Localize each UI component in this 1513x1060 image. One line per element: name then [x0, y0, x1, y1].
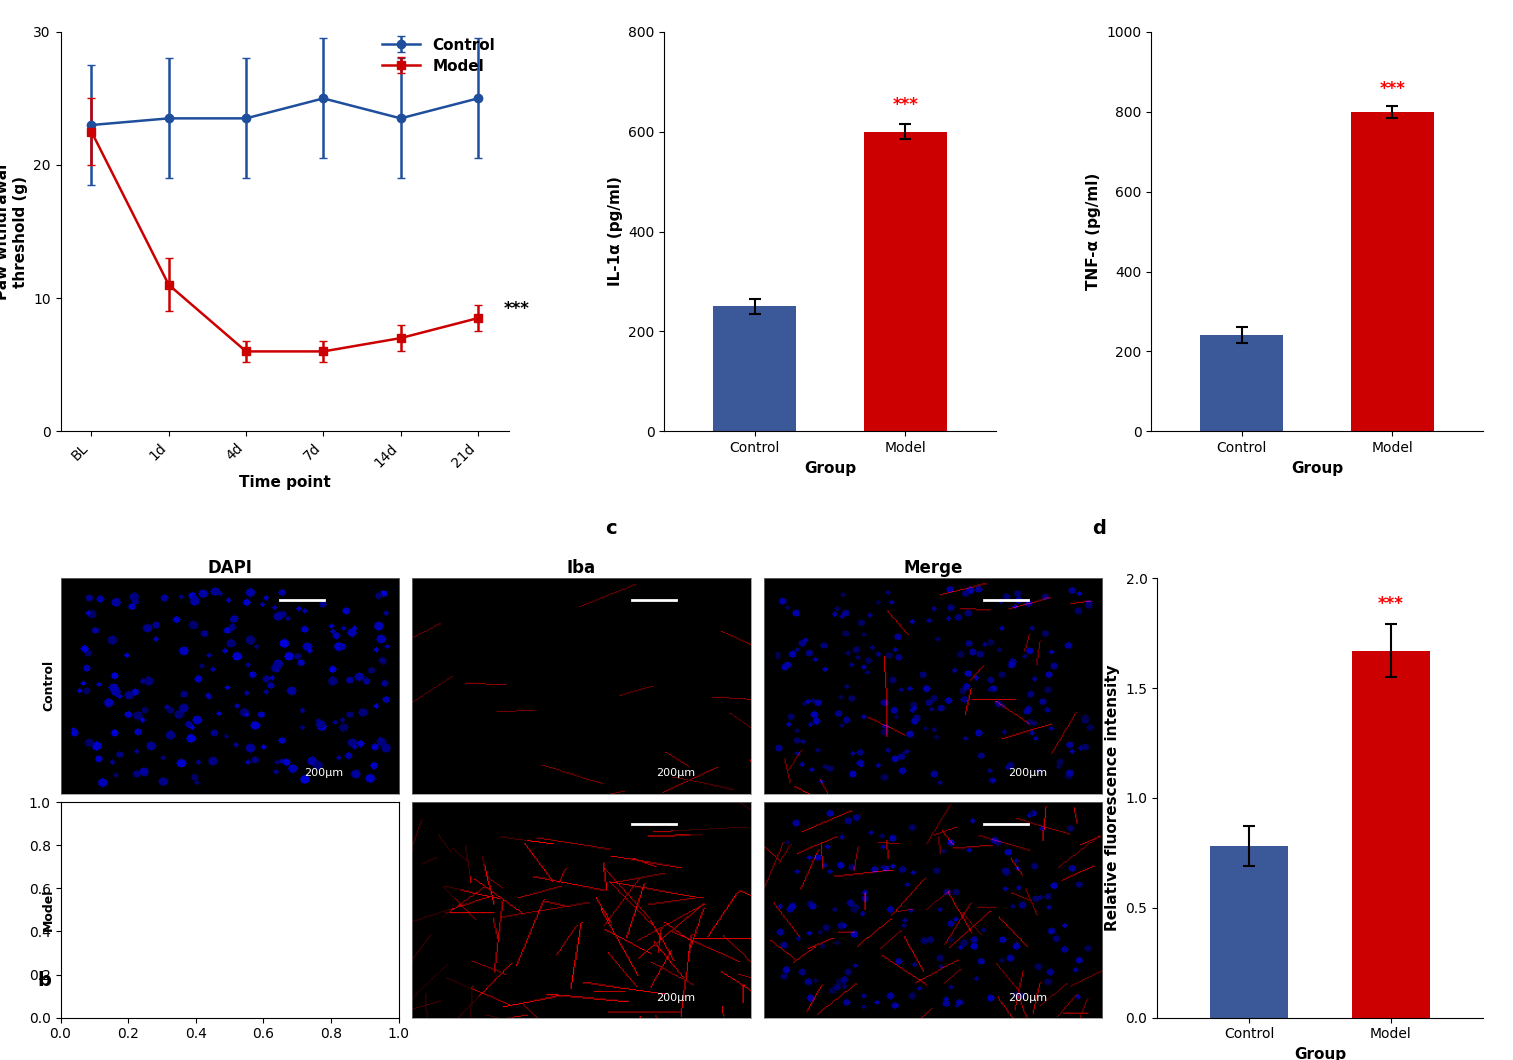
Title: Iba: Iba [567, 559, 596, 577]
Bar [1210, 846, 1288, 1018]
Text: b: b [38, 971, 51, 990]
Text: c: c [605, 519, 616, 538]
X-axis label: Group: Group [1294, 1047, 1347, 1060]
Text: ***: *** [504, 300, 530, 318]
Bar [1351, 651, 1430, 1018]
Text: 200μm: 200μm [657, 992, 694, 1003]
Y-axis label: Control: Control [42, 660, 54, 711]
Text: 200μm: 200μm [657, 768, 694, 778]
Y-axis label: IL-1α (pg/ml): IL-1α (pg/ml) [608, 177, 623, 286]
Text: 200μm: 200μm [304, 768, 343, 778]
Text: ***: *** [893, 96, 918, 114]
Bar [1351, 111, 1434, 431]
Text: ***: *** [1378, 596, 1404, 614]
Bar [713, 306, 796, 431]
Text: ***: *** [1380, 80, 1406, 98]
Text: 200μm: 200μm [1008, 768, 1047, 778]
Text: d: d [1092, 519, 1106, 538]
Text: 200μm: 200μm [1008, 992, 1047, 1003]
Y-axis label: Model: Model [42, 888, 54, 931]
Y-axis label: TNF-α (pg/ml): TNF-α (pg/ml) [1086, 173, 1101, 290]
Legend: Control, Model: Control, Model [375, 32, 501, 80]
Text: 200μm: 200μm [304, 992, 343, 1003]
Title: Merge: Merge [903, 559, 962, 577]
Bar [864, 131, 947, 431]
Title: DAPI: DAPI [207, 559, 253, 577]
X-axis label: Time point: Time point [239, 475, 330, 490]
X-axis label: Group: Group [1291, 461, 1344, 476]
Bar [1200, 335, 1283, 431]
Y-axis label: Relative fluorescence intensity: Relative fluorescence intensity [1104, 665, 1120, 931]
Y-axis label: Paw withdrawal
threshold (g): Paw withdrawal threshold (g) [0, 163, 27, 300]
X-axis label: Group: Group [803, 461, 856, 476]
